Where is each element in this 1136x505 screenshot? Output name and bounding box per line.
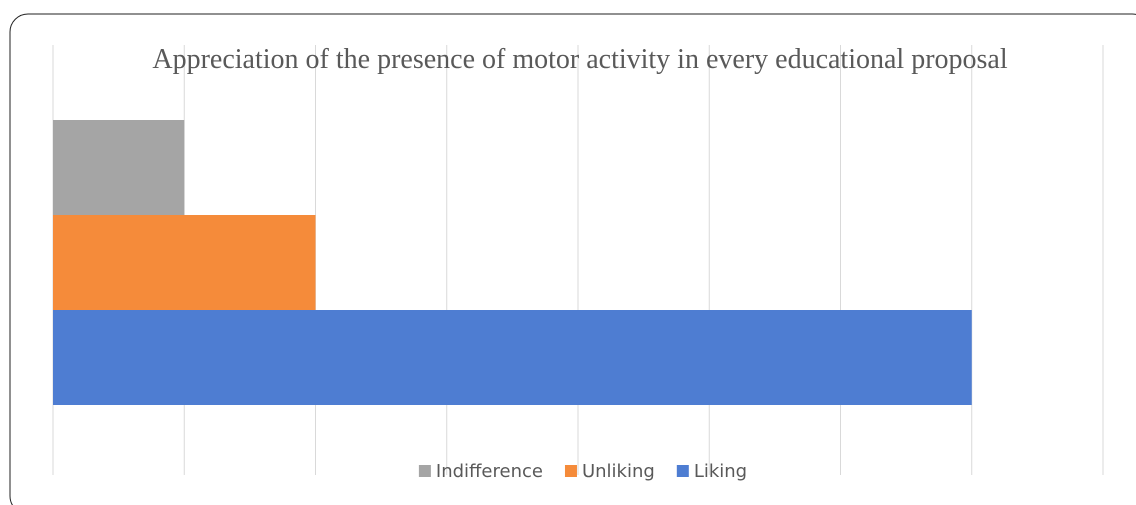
- legend-label: Indifference: [436, 461, 543, 482]
- bars: [53, 120, 972, 405]
- chart-frame: [9, 13, 1136, 505]
- bar: [53, 215, 316, 310]
- legend-swatch: [418, 465, 431, 477]
- legend-label: Liking: [694, 461, 747, 482]
- chart-title: Appreciation of the presence of motor ac…: [152, 44, 1008, 75]
- legend-swatch: [564, 465, 577, 477]
- bar: [53, 310, 972, 405]
- legend-item: Indifference: [418, 461, 543, 482]
- legend: Indifference Unliking Liking: [418, 461, 747, 482]
- legend-item: Unliking: [564, 461, 655, 482]
- bar: [53, 120, 185, 215]
- legend-item: Liking: [676, 461, 747, 482]
- legend-label: Unliking: [582, 461, 655, 482]
- legend-swatch: [676, 465, 689, 477]
